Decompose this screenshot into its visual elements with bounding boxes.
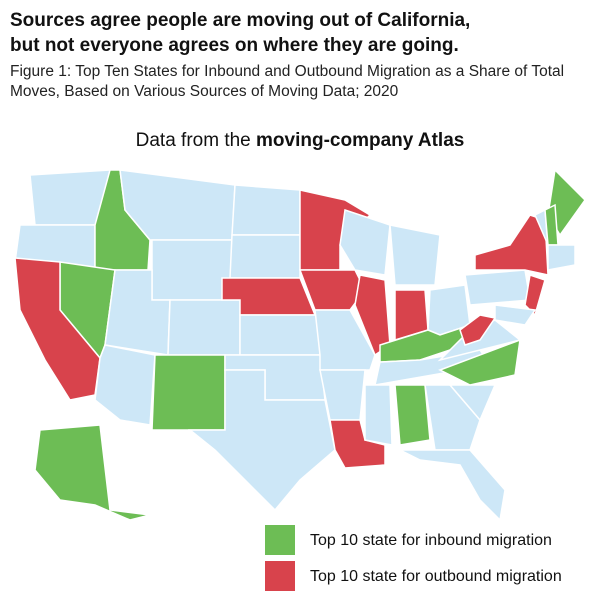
states [14,168,586,522]
legend-label: Top 10 state for outbound migration [310,568,562,585]
legend-swatch [265,525,295,555]
map-heading: Data from the moving-company Atlas [136,130,465,151]
heading-text: Data from the [136,130,251,151]
subtitle: Figure 1: Top Ten States for Inbound and… [10,63,565,100]
legend-label: Top 10 state for inbound migration [310,532,552,549]
legend-swatch [265,561,295,591]
heading-bold: moving-company Atlas [256,130,464,151]
title: Sources agree people are moving out of C… [10,10,471,56]
